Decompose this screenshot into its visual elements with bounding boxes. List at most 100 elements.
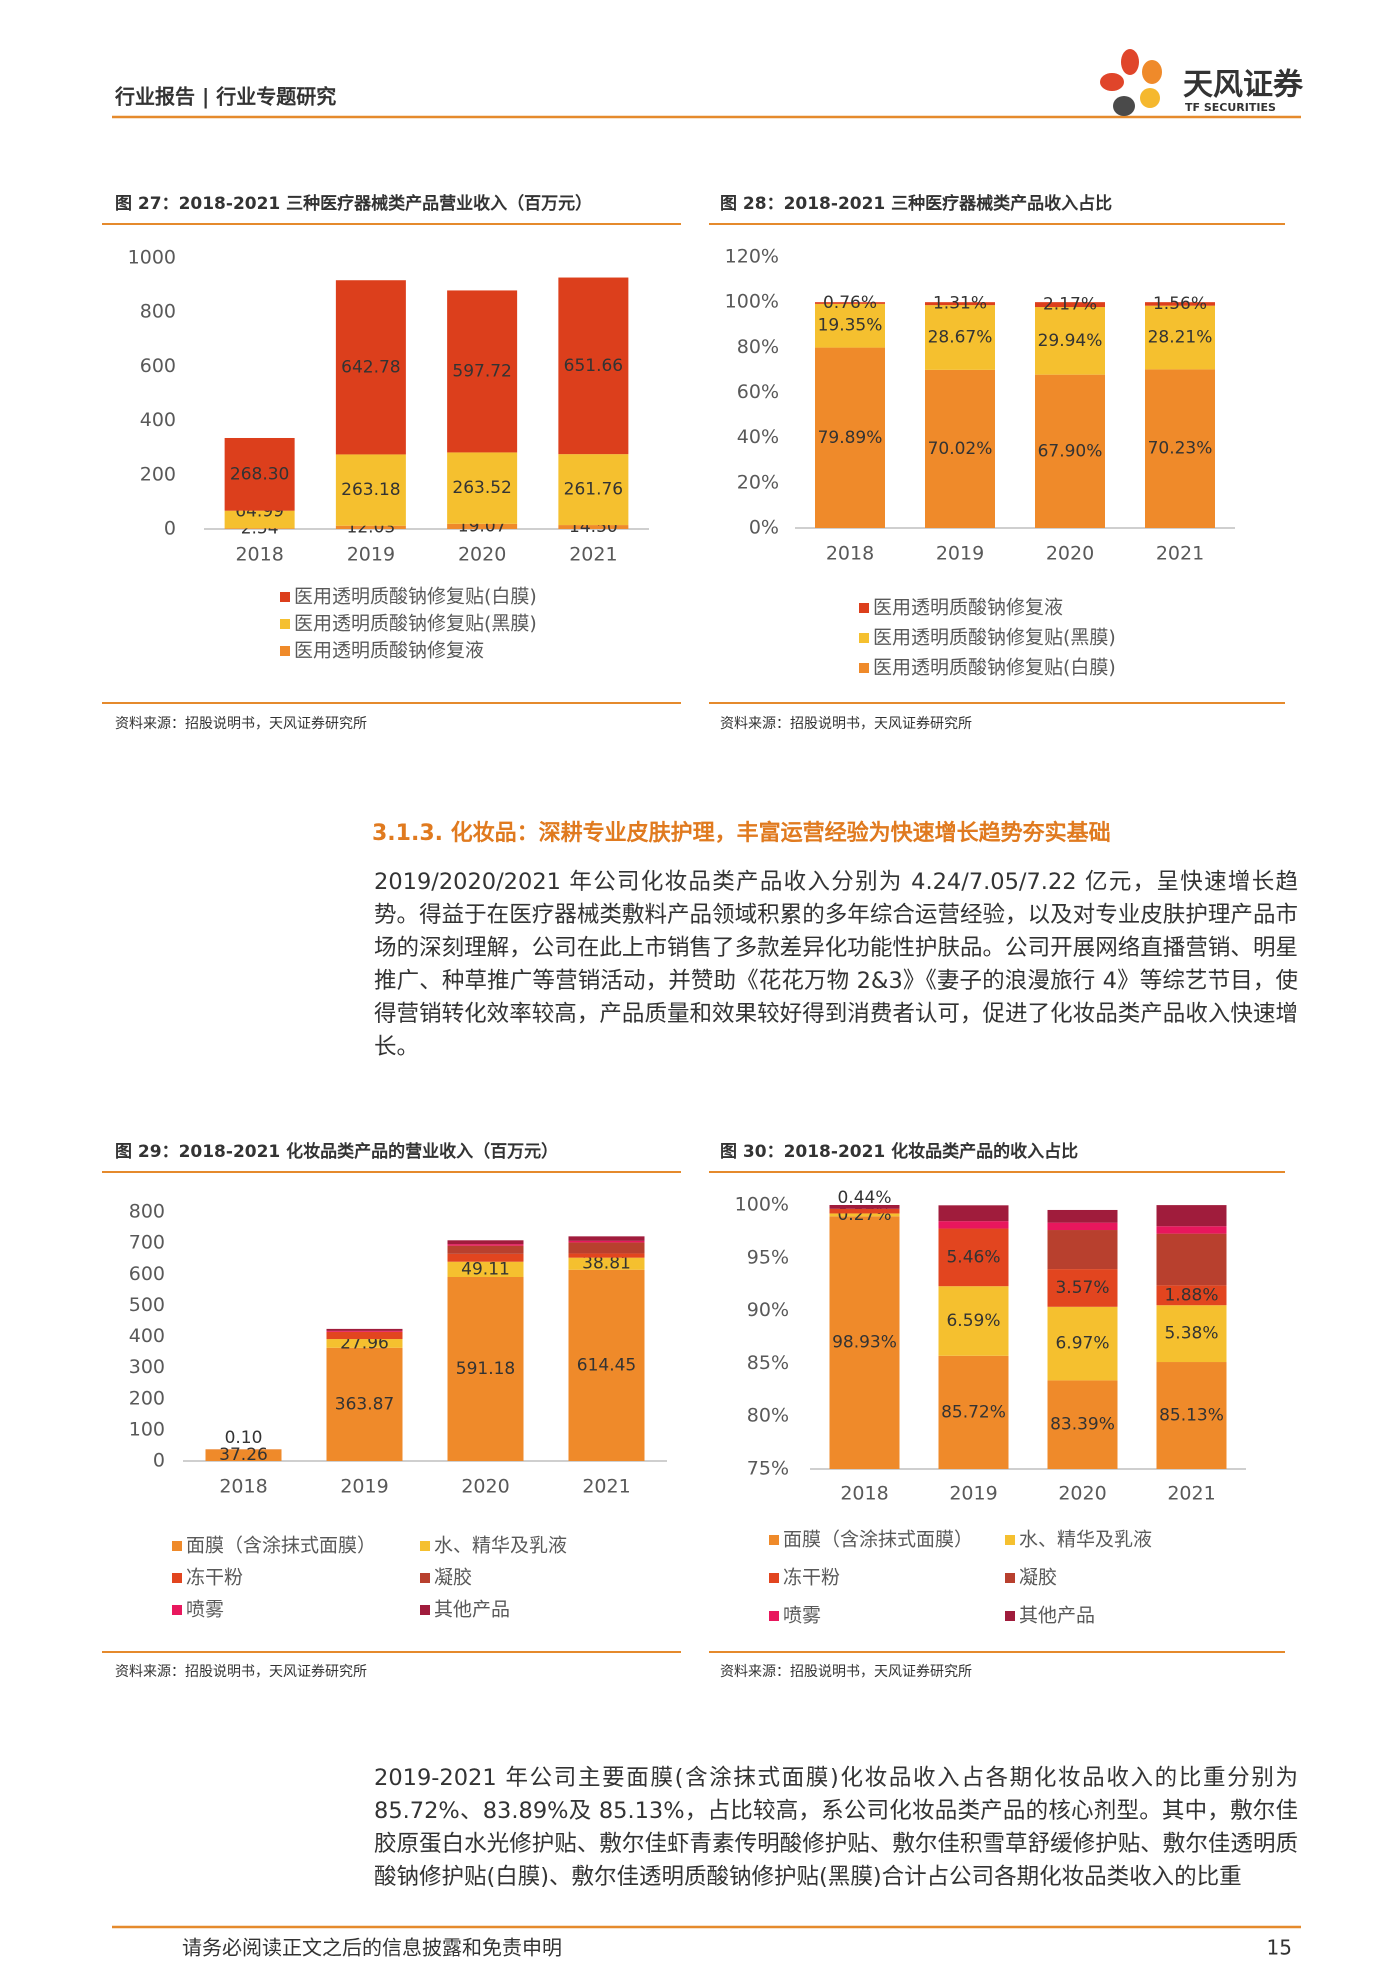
bar-segment: [829, 1208, 900, 1214]
logo-petal: [1113, 96, 1135, 116]
y-tick-label: 80%: [747, 1405, 789, 1427]
data-label: 6.59%: [946, 1311, 1000, 1331]
y-tick-label: 40%: [737, 426, 779, 448]
bar-segment: [224, 528, 295, 529]
data-label: 49.11: [461, 1259, 510, 1279]
bar-segment: [568, 1253, 645, 1258]
x-tick-label: 2018: [826, 543, 874, 565]
legend-swatch: [769, 1535, 779, 1545]
x-tick-label: 2019: [936, 543, 984, 565]
y-tick-label: 200: [129, 1387, 165, 1409]
y-tick-label: 400: [140, 409, 176, 431]
chart-source: 资料来源：招股说明书，天风证券研究所: [720, 716, 972, 732]
data-label: 67.90%: [1038, 441, 1103, 461]
chart-title: 图 30：2018-2021 化妆品类产品的收入占比: [720, 1141, 1078, 1162]
legend-swatch: [420, 1605, 430, 1615]
logo: [1100, 49, 1162, 116]
bar-segment: [1047, 1222, 1118, 1231]
bar-segment: [1047, 1230, 1118, 1270]
legend-swatch: [420, 1573, 430, 1583]
bar-segment: [815, 303, 885, 348]
bar-segment: [1047, 1380, 1118, 1469]
data-label: 70.23%: [1148, 439, 1213, 459]
legend-label: 医用透明质酸钠修复液: [873, 597, 1063, 619]
data-label: 5.38%: [1164, 1324, 1218, 1344]
header-title: 行业报告 | 行业专题研究: [114, 85, 336, 109]
data-label: 1.31%: [933, 294, 987, 314]
bar-segment: [447, 1240, 524, 1245]
y-tick-label: 800: [140, 301, 176, 323]
legend-swatch: [859, 603, 869, 613]
x-tick-label: 2018: [840, 1483, 888, 1505]
legend-label: 冻干粉: [783, 1567, 840, 1589]
y-tick-label: 300: [129, 1356, 165, 1378]
y-tick-label: 100%: [735, 1194, 789, 1216]
y-tick-label: 200: [140, 463, 176, 485]
paragraph: 2019/2020/2021 年公司化妆品类产品收入分别为 4.24/7.05/…: [374, 869, 1298, 1060]
legend-swatch: [1005, 1573, 1015, 1583]
bar-segment: [829, 1216, 900, 1469]
bar-segment: [829, 1205, 900, 1209]
chart-source: 资料来源：招股说明书，天风证券研究所: [115, 716, 367, 732]
bar-segment: [205, 1449, 282, 1461]
bar-segment: [326, 1328, 403, 1331]
x-tick-label: 2020: [461, 1476, 509, 1498]
chart-title: 图 28：2018-2021 三种医疗器械类产品收入占比: [720, 193, 1112, 214]
data-label: 1.56%: [1153, 294, 1207, 314]
bar-segment: [326, 1331, 403, 1340]
bar-segment: [447, 290, 518, 453]
data-label: 651.66: [564, 356, 623, 376]
legend-label: 面膜（含涂抹式面膜）: [783, 1529, 973, 1551]
bar-segment: [815, 347, 885, 528]
legend-label: 医用透明质酸钠修复液: [294, 640, 484, 662]
x-tick-label: 2020: [1058, 1483, 1106, 1505]
y-tick-label: 75%: [747, 1458, 789, 1480]
bar-segment: [224, 510, 295, 529]
x-tick-label: 2021: [569, 544, 617, 566]
legend-swatch: [769, 1611, 779, 1621]
bar-segment: [1156, 1205, 1227, 1227]
data-label: 0.76%: [823, 293, 877, 313]
data-label: 363.87: [335, 1394, 394, 1414]
bar-segment: [938, 1286, 1009, 1356]
bar-segment: [1035, 307, 1105, 375]
logo-petal: [1121, 49, 1139, 75]
data-label: 591.18: [456, 1359, 515, 1379]
y-tick-label: 1000: [128, 247, 176, 269]
data-label: 268.30: [230, 464, 289, 484]
logo-petal: [1142, 60, 1162, 84]
bar-segment: [829, 1213, 900, 1217]
y-tick-label: 100%: [725, 291, 779, 313]
data-label: 98.93%: [832, 1333, 897, 1353]
y-tick-label: 800: [129, 1201, 165, 1223]
legend-swatch: [420, 1541, 430, 1551]
bar-segment: [447, 1276, 524, 1461]
bar-segment: [1156, 1362, 1227, 1469]
data-label: 29.94%: [1038, 331, 1103, 351]
data-label: 642.78: [341, 357, 400, 377]
data-label: 85.72%: [941, 1402, 1006, 1422]
y-tick-label: 0%: [749, 517, 779, 539]
bar-segment: [335, 454, 406, 526]
legend-label: 水、精华及乳液: [1019, 1529, 1152, 1551]
data-label: 0.44%: [837, 1188, 891, 1208]
bar-segment: [1156, 1226, 1227, 1234]
data-label: 2.17%: [1043, 295, 1097, 315]
bar-segment: [1156, 1285, 1227, 1306]
bar-segment: [1047, 1209, 1118, 1223]
bar-segment: [568, 1240, 645, 1243]
legend-swatch: [280, 646, 290, 656]
bar-segment: [1047, 1306, 1118, 1381]
data-label: 19.35%: [818, 316, 883, 336]
bar-segment: [925, 305, 995, 370]
data-label: 28.67%: [928, 327, 993, 347]
legend-swatch: [172, 1573, 182, 1583]
bar-segment: [938, 1228, 1009, 1287]
paragraph: 2019-2021 年公司主要面膜(含涂抹式面膜)化妆品收入占各期化妆品收入的比…: [374, 1765, 1298, 1890]
bar-segment: [925, 302, 995, 306]
bar-segment: [558, 454, 629, 526]
y-tick-label: 100: [129, 1418, 165, 1440]
data-label: 38.81: [582, 1254, 631, 1274]
bar-segment: [558, 525, 629, 529]
